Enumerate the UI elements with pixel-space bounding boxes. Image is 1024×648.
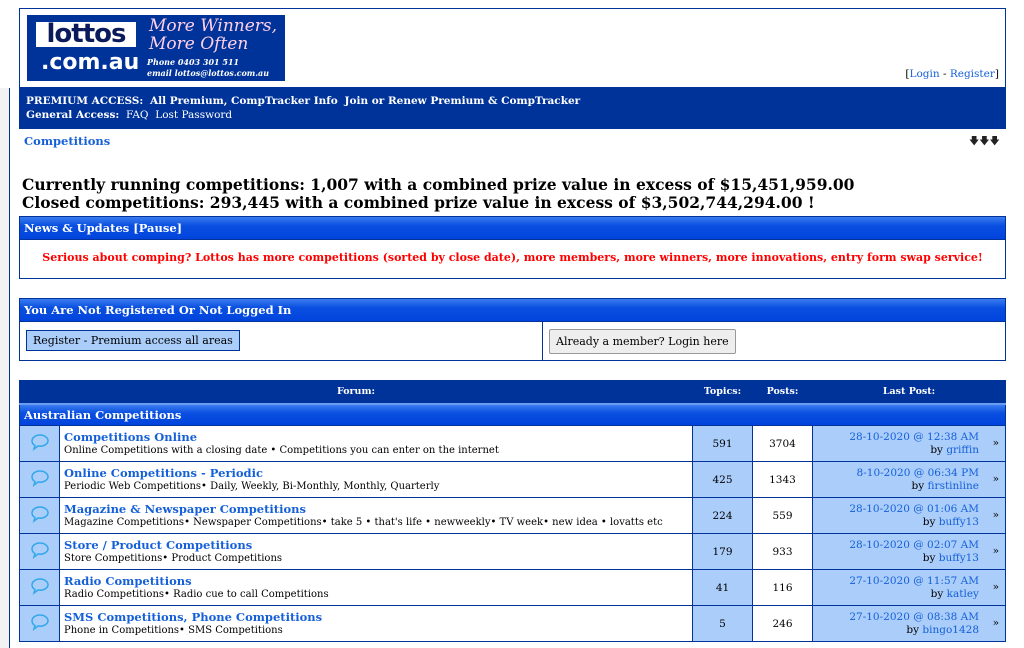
topics-count: 591 [692,425,753,462]
last-post-date[interactable]: 27-10-2020 @ 11:57 AM [849,574,979,587]
go-to-last-post-icon[interactable]: » [992,509,999,521]
topics-count: 179 [692,533,753,570]
go-to-last-post-icon[interactable]: » [992,617,999,629]
forum-description: Radio Competitions• Radio cue to call Co… [64,588,329,600]
forum-link[interactable]: Competitions Online [64,429,198,444]
go-to-last-post-icon[interactable]: » [992,437,999,449]
forum-link[interactable]: Radio Competitions [64,573,192,588]
posts-count: 933 [752,533,813,570]
not-registered-box: You Are Not Registered Or Not Logged In … [19,298,1006,361]
down-arrows-icon[interactable]: 🡇🡇🡇 [969,136,1000,147]
category-australian[interactable]: Australian Competitions [19,403,1006,426]
last-post-date[interactable]: 28-10-2020 @ 12:38 AM [849,430,979,443]
news-message[interactable]: Serious about comping? Lottos has more c… [42,251,983,264]
last-post-user[interactable]: firstinline [927,479,979,492]
site-logo[interactable]: lottos .com.au More Winners, More Often P… [27,15,285,81]
login-register: [Login - Register] [905,68,999,80]
posts-count: 1343 [752,461,813,498]
nav-bar: PREMIUM ACCESS: All Premium, CompTracker… [20,87,1005,128]
forum-status-icon [19,425,60,462]
login-button[interactable]: Already a member? Login here [549,329,736,354]
forum-link[interactable]: Online Competitions - Periodic [64,465,263,480]
table-row: Online Competitions - Periodic Periodic W… [19,461,1006,498]
forum-description: Online Competitions with a closing date … [64,444,499,456]
posts-count: 559 [752,497,813,534]
table-row: Magazine & Newspaper Competitions Magazin… [19,497,1006,534]
forum-link[interactable]: Store / Product Competitions [64,537,253,552]
nav-lost-password[interactable]: Lost Password [155,109,233,121]
go-to-last-post-icon[interactable]: » [992,545,999,557]
table-row: Competitions Online Online Competitions w… [19,425,1006,462]
news-box: News & Updates [Pause] Serious about com… [19,216,1006,279]
last-post-user[interactable]: griffin [946,443,979,456]
news-title[interactable]: News & Updates [Pause] [20,217,1005,240]
forum-status-icon [19,569,60,606]
posts-count: 116 [752,569,813,606]
login-link[interactable]: Login [909,68,940,80]
forum-description: Magazine Competitions• Newspaper Competi… [64,516,663,528]
last-post-date[interactable]: 28-10-2020 @ 02:07 AM [849,538,979,551]
forum-table: Forum: Topics: Posts: Last Post: Austral… [19,380,1006,642]
breadcrumb[interactable]: Competitions [24,134,111,148]
forum-description: Phone in Competitions• SMS Competitions [64,624,283,636]
competition-stats: Currently running competitions: 1,007 wi… [22,175,855,212]
forum-status-icon [19,605,60,642]
last-post-user[interactable]: bingo1428 [922,623,979,636]
forum-status-icon [19,497,60,534]
forum-status-icon [19,533,60,570]
last-post-date[interactable]: 8-10-2020 @ 06:34 PM [856,466,979,479]
nav-join-renew[interactable]: Join or Renew Premium & CompTracker [344,95,581,107]
posts-count: 3704 [752,425,813,462]
topics-count: 41 [692,569,753,606]
nav-faq[interactable]: FAQ [125,109,149,121]
forum-description: Periodic Web Competitions• Daily, Weekly… [64,480,440,492]
last-post-date[interactable]: 28-10-2020 @ 01:06 AM [849,502,979,515]
forum-link[interactable]: SMS Competitions, Phone Competitions [64,609,323,624]
forum-description: Store Competitions• Product Competitions [64,552,283,564]
go-to-last-post-icon[interactable]: » [992,473,999,485]
forum-link[interactable]: Magazine & Newspaper Competitions [64,501,306,516]
register-link[interactable]: Register [949,68,995,80]
topics-count: 224 [692,497,753,534]
table-row: Store / Product Competitions Store Compet… [19,533,1006,570]
nav-premium-info[interactable]: All Premium, CompTracker Info [149,95,338,107]
site-header: lottos .com.au More Winners, More Often P… [19,8,1006,129]
last-post-user[interactable]: buffy13 [938,515,979,528]
last-post-user[interactable]: katley [946,587,979,600]
register-button[interactable]: Register - Premium access all areas [26,330,240,351]
topics-count: 425 [692,461,753,498]
table-row: Radio Competitions Radio Competitions• Ra… [19,569,1006,606]
table-row: SMS Competitions, Phone Competitions Phon… [19,605,1006,642]
forum-status-icon [19,461,60,498]
topics-count: 5 [692,605,753,642]
posts-count: 246 [752,605,813,642]
go-to-last-post-icon[interactable]: » [992,581,999,593]
left-side-panel [0,88,10,648]
last-post-date[interactable]: 27-10-2020 @ 08:38 AM [849,610,979,623]
last-post-user[interactable]: buffy13 [938,551,979,564]
